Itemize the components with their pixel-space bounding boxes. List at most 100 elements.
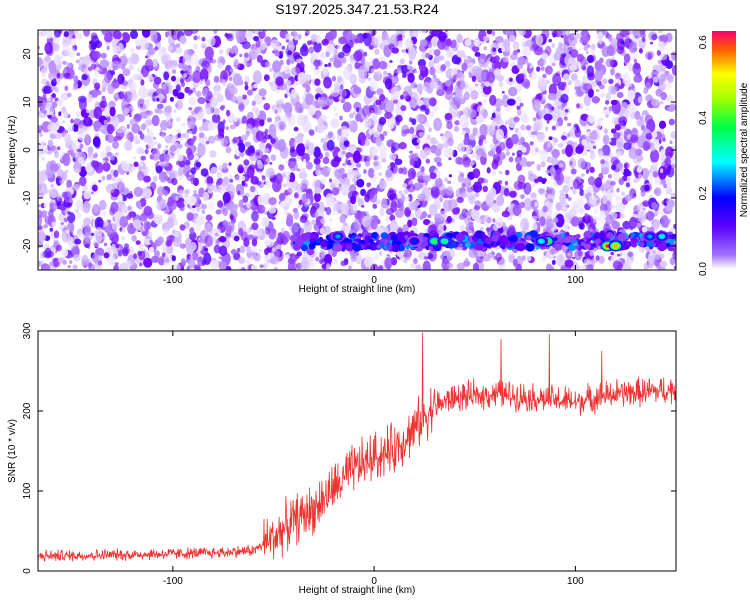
spectrogram-cell: [268, 197, 277, 206]
spectrogram-cell: [659, 53, 668, 61]
spectrogram-cell: [320, 240, 328, 248]
spectrogram-cell: [364, 118, 372, 129]
spectrogram-cell: [307, 40, 312, 46]
figure-title: S197.2025.347.21.53.R24: [275, 1, 439, 17]
spectrogram-cell: [324, 64, 328, 67]
spectrogram-cell: [143, 220, 151, 231]
spectrogram-cell: [140, 155, 146, 161]
spectrogram-cell: [363, 169, 367, 174]
spectrogram-cell: [253, 93, 263, 105]
spectrogram-cell: [429, 172, 437, 180]
spectrogram-cell: [164, 135, 172, 144]
spectrogram-cell: [38, 181, 45, 194]
spectrogram-cell: [636, 119, 645, 127]
spectrogram-cell: [598, 255, 605, 264]
spectrogram-cell: [121, 236, 125, 241]
spectrogram-cell: [188, 91, 192, 96]
spectrogram-cell: [282, 201, 289, 208]
spectrogram-cell: [642, 207, 646, 211]
spectrogram-cell: [491, 169, 496, 177]
spectrogram-cell: [317, 117, 324, 125]
spectrogram-cell: [326, 139, 335, 151]
y-tick-label: 100: [22, 482, 33, 499]
spectrogram-cell: [165, 239, 173, 247]
spectrogram-cell: [637, 209, 647, 223]
spectrogram-cell: [239, 53, 243, 58]
spectrogram-cell: [44, 55, 52, 62]
spectrogram-cell: [580, 241, 586, 247]
spectrogram-cell: [536, 132, 546, 144]
spectrogram-cell: [165, 31, 169, 38]
spectrogram-cell: [541, 255, 547, 262]
spectrogram-cell: [513, 116, 520, 123]
spectrogram-cell: [164, 153, 170, 162]
spectrogram-cell: [417, 193, 427, 201]
spectrogram-cell: [587, 225, 591, 231]
spectrogram-cell: [106, 124, 114, 135]
spectrogram-cell: [542, 73, 547, 79]
spectrogram-cell: [38, 129, 42, 134]
spectrogram-cell: [311, 52, 317, 60]
spectrogram-cell: [400, 204, 405, 211]
spectrogram-cell: [372, 203, 378, 209]
spectrogram-cell: [302, 43, 308, 52]
spectrogram-cell: [151, 148, 161, 161]
spectrogram-cell: [498, 80, 504, 88]
spectrogram-cell: [661, 179, 666, 184]
spectrogram-cell: [95, 61, 99, 65]
spectrogram-cell: [457, 142, 466, 153]
spectrogram-cell: [669, 239, 675, 244]
spectrogram-cell: [172, 236, 182, 247]
spectrogram-cell: [192, 70, 202, 83]
spectrogram-cell: [285, 176, 291, 181]
spectrogram-cell: [563, 116, 568, 121]
spectrogram-cell: [389, 153, 397, 161]
spectrogram-cell: [563, 81, 567, 88]
spectrogram-cell: [576, 103, 580, 109]
spectrogram-cell: [106, 174, 112, 181]
spectrogram-cell: [170, 30, 180, 41]
spectrogram-cell: [459, 82, 466, 88]
spectrogram-cell: [315, 256, 320, 262]
spectrogram-cell: [189, 30, 199, 34]
spectrogram-cell: [439, 210, 447, 221]
spectrogram-cell: [650, 149, 660, 163]
spectrogram-cell: [456, 196, 464, 204]
spectrogram-cell: [574, 128, 582, 138]
spectrogram-cell: [306, 139, 310, 144]
spectrogram-cell: [658, 41, 666, 52]
spectrogram-cell: [93, 121, 102, 129]
spectrogram-cell: [463, 138, 469, 146]
spectrogram-cell: [655, 88, 663, 97]
spectrogram-cell: [239, 245, 246, 254]
spectrogram-cell: [232, 136, 239, 143]
spectrogram-cell: [448, 148, 454, 157]
spectrogram-cell: [154, 250, 160, 258]
spectrogram-cell: [38, 57, 43, 67]
spectrogram-cell: [479, 123, 489, 137]
spectrogram-cell: [366, 155, 372, 161]
spectrogram-cell: [270, 154, 277, 162]
spectrogram-cell: [629, 216, 638, 229]
spectrogram-cell: [51, 101, 58, 109]
spectrogram-cell: [418, 93, 422, 97]
spectrogram-cell: [442, 199, 452, 212]
spectrogram-cell: [150, 30, 158, 36]
spectrogram-cell: [303, 159, 307, 164]
spectrogram-cell: [657, 243, 667, 252]
spectrogram-cell: [355, 113, 362, 122]
spectrogram-cell: [66, 46, 76, 58]
spectrogram-cell: [653, 76, 659, 83]
spectrogram-cell: [668, 235, 673, 239]
spectrogram-cell: [64, 72, 71, 78]
spectrogram-cell: [525, 125, 532, 131]
spectrogram-cell: [352, 111, 357, 116]
spectrogram-cell: [470, 207, 480, 221]
spectrogram-cell: [261, 175, 266, 179]
spectrogram-cell: [325, 263, 331, 270]
spectrogram-cell: [240, 267, 246, 270]
spectrogram-cell: [552, 73, 562, 86]
spectrogram-cell: [504, 120, 508, 125]
spectrogram-cell: [128, 113, 132, 118]
spectrogram-cell: [328, 178, 333, 183]
